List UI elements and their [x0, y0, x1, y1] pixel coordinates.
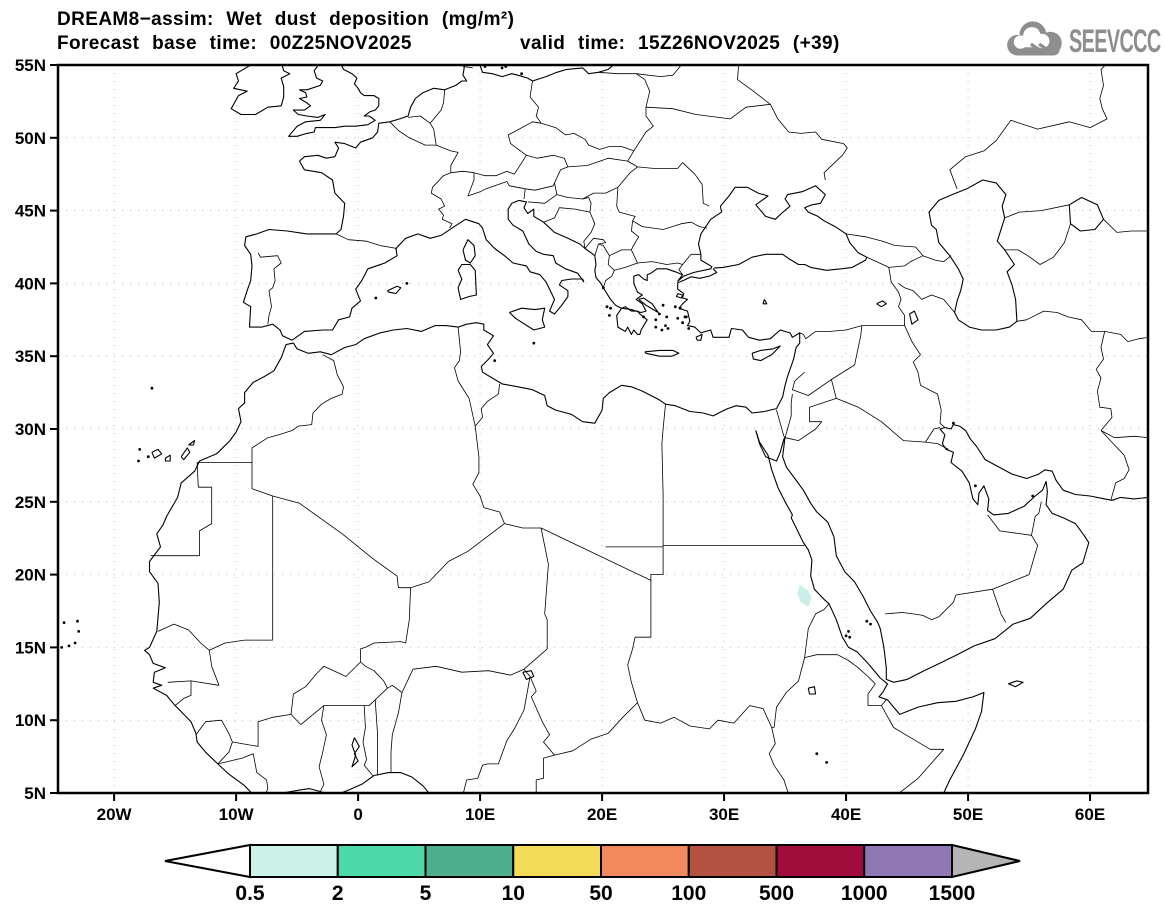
lon-label: 10W — [219, 805, 255, 824]
lon-axis-labels: 20W 10W 0 10E 20E 30E 40E 50E 60E — [97, 805, 1106, 824]
colorbar-label: 0.5 — [235, 882, 265, 905]
deposition-patch — [797, 584, 812, 607]
colorbar: 0.5 2 5 10 50 100 500 1000 1500 — [164, 843, 1021, 905]
cloud-icon — [1007, 21, 1062, 56]
coastline-layer — [144, 65, 1148, 793]
colorbar-segment — [249, 844, 339, 878]
lon-label: 20W — [97, 805, 133, 824]
deposition-layer — [797, 584, 812, 607]
colorbar-label: 1000 — [841, 882, 888, 905]
lat-label: 10N — [15, 711, 46, 730]
chart-title: DREAM8−assim: Wet dust deposition (mg/m²… — [57, 9, 515, 30]
valid-time: valid time: 15Z26NOV2025 (+39) — [520, 33, 840, 54]
lat-label: 25N — [15, 493, 46, 512]
island-dots-layer — [60, 65, 1035, 764]
lon-label: 20E — [587, 805, 617, 824]
colorbar-label: 10 — [502, 882, 525, 905]
axis-ticks — [50, 64, 1092, 801]
lon-label: 30E — [709, 805, 739, 824]
graticule — [58, 65, 1148, 793]
colorbar-label: 500 — [759, 882, 794, 905]
lon-label: 50E — [953, 805, 983, 824]
colorbar-segment — [687, 844, 778, 878]
lat-axis-labels: 55N 50N 45N 40N 35N 30N 25N 20N 15N 10N 5N — [15, 56, 46, 803]
lon-label: 0 — [353, 805, 362, 824]
seevccc-logo: SEEVCCC — [1003, 18, 1161, 64]
colorbar-label: 1500 — [929, 882, 976, 905]
lat-label: 20N — [15, 566, 46, 585]
lat-label: 5N — [24, 784, 46, 803]
lon-label: 40E — [831, 805, 861, 824]
colorbar-segment — [775, 844, 866, 878]
lat-label: 55N — [15, 56, 46, 75]
lat-label: 15N — [15, 638, 46, 657]
lon-label: 60E — [1075, 805, 1105, 824]
colorbar-label: 50 — [589, 882, 612, 905]
colorbar-label: 5 — [420, 882, 432, 905]
lat-label: 45N — [15, 202, 46, 221]
chevrons-icon — [1029, 42, 1049, 54]
colorbar-label: 100 — [671, 882, 706, 905]
lat-label: 40N — [15, 274, 46, 293]
map-area — [58, 65, 1148, 793]
lat-label: 50N — [15, 129, 46, 148]
colorbar-segment — [863, 844, 953, 878]
colorbar-segment — [336, 844, 427, 878]
colorbar-segment — [424, 844, 515, 878]
colorbar-underflow-arrow — [164, 843, 251, 879]
colorbar-label: 2 — [332, 882, 344, 905]
forecast-base-time: Forecast base time: 00Z25NOV2025 — [57, 33, 412, 54]
colorbar-overflow-arrow — [951, 843, 1021, 879]
colorbar-segment — [600, 844, 690, 878]
lat-label: 30N — [15, 420, 46, 439]
colorbar-segment — [512, 844, 602, 878]
lat-label: 35N — [15, 347, 46, 366]
lon-label: 10E — [465, 805, 495, 824]
borders-layer — [150, 65, 1148, 793]
